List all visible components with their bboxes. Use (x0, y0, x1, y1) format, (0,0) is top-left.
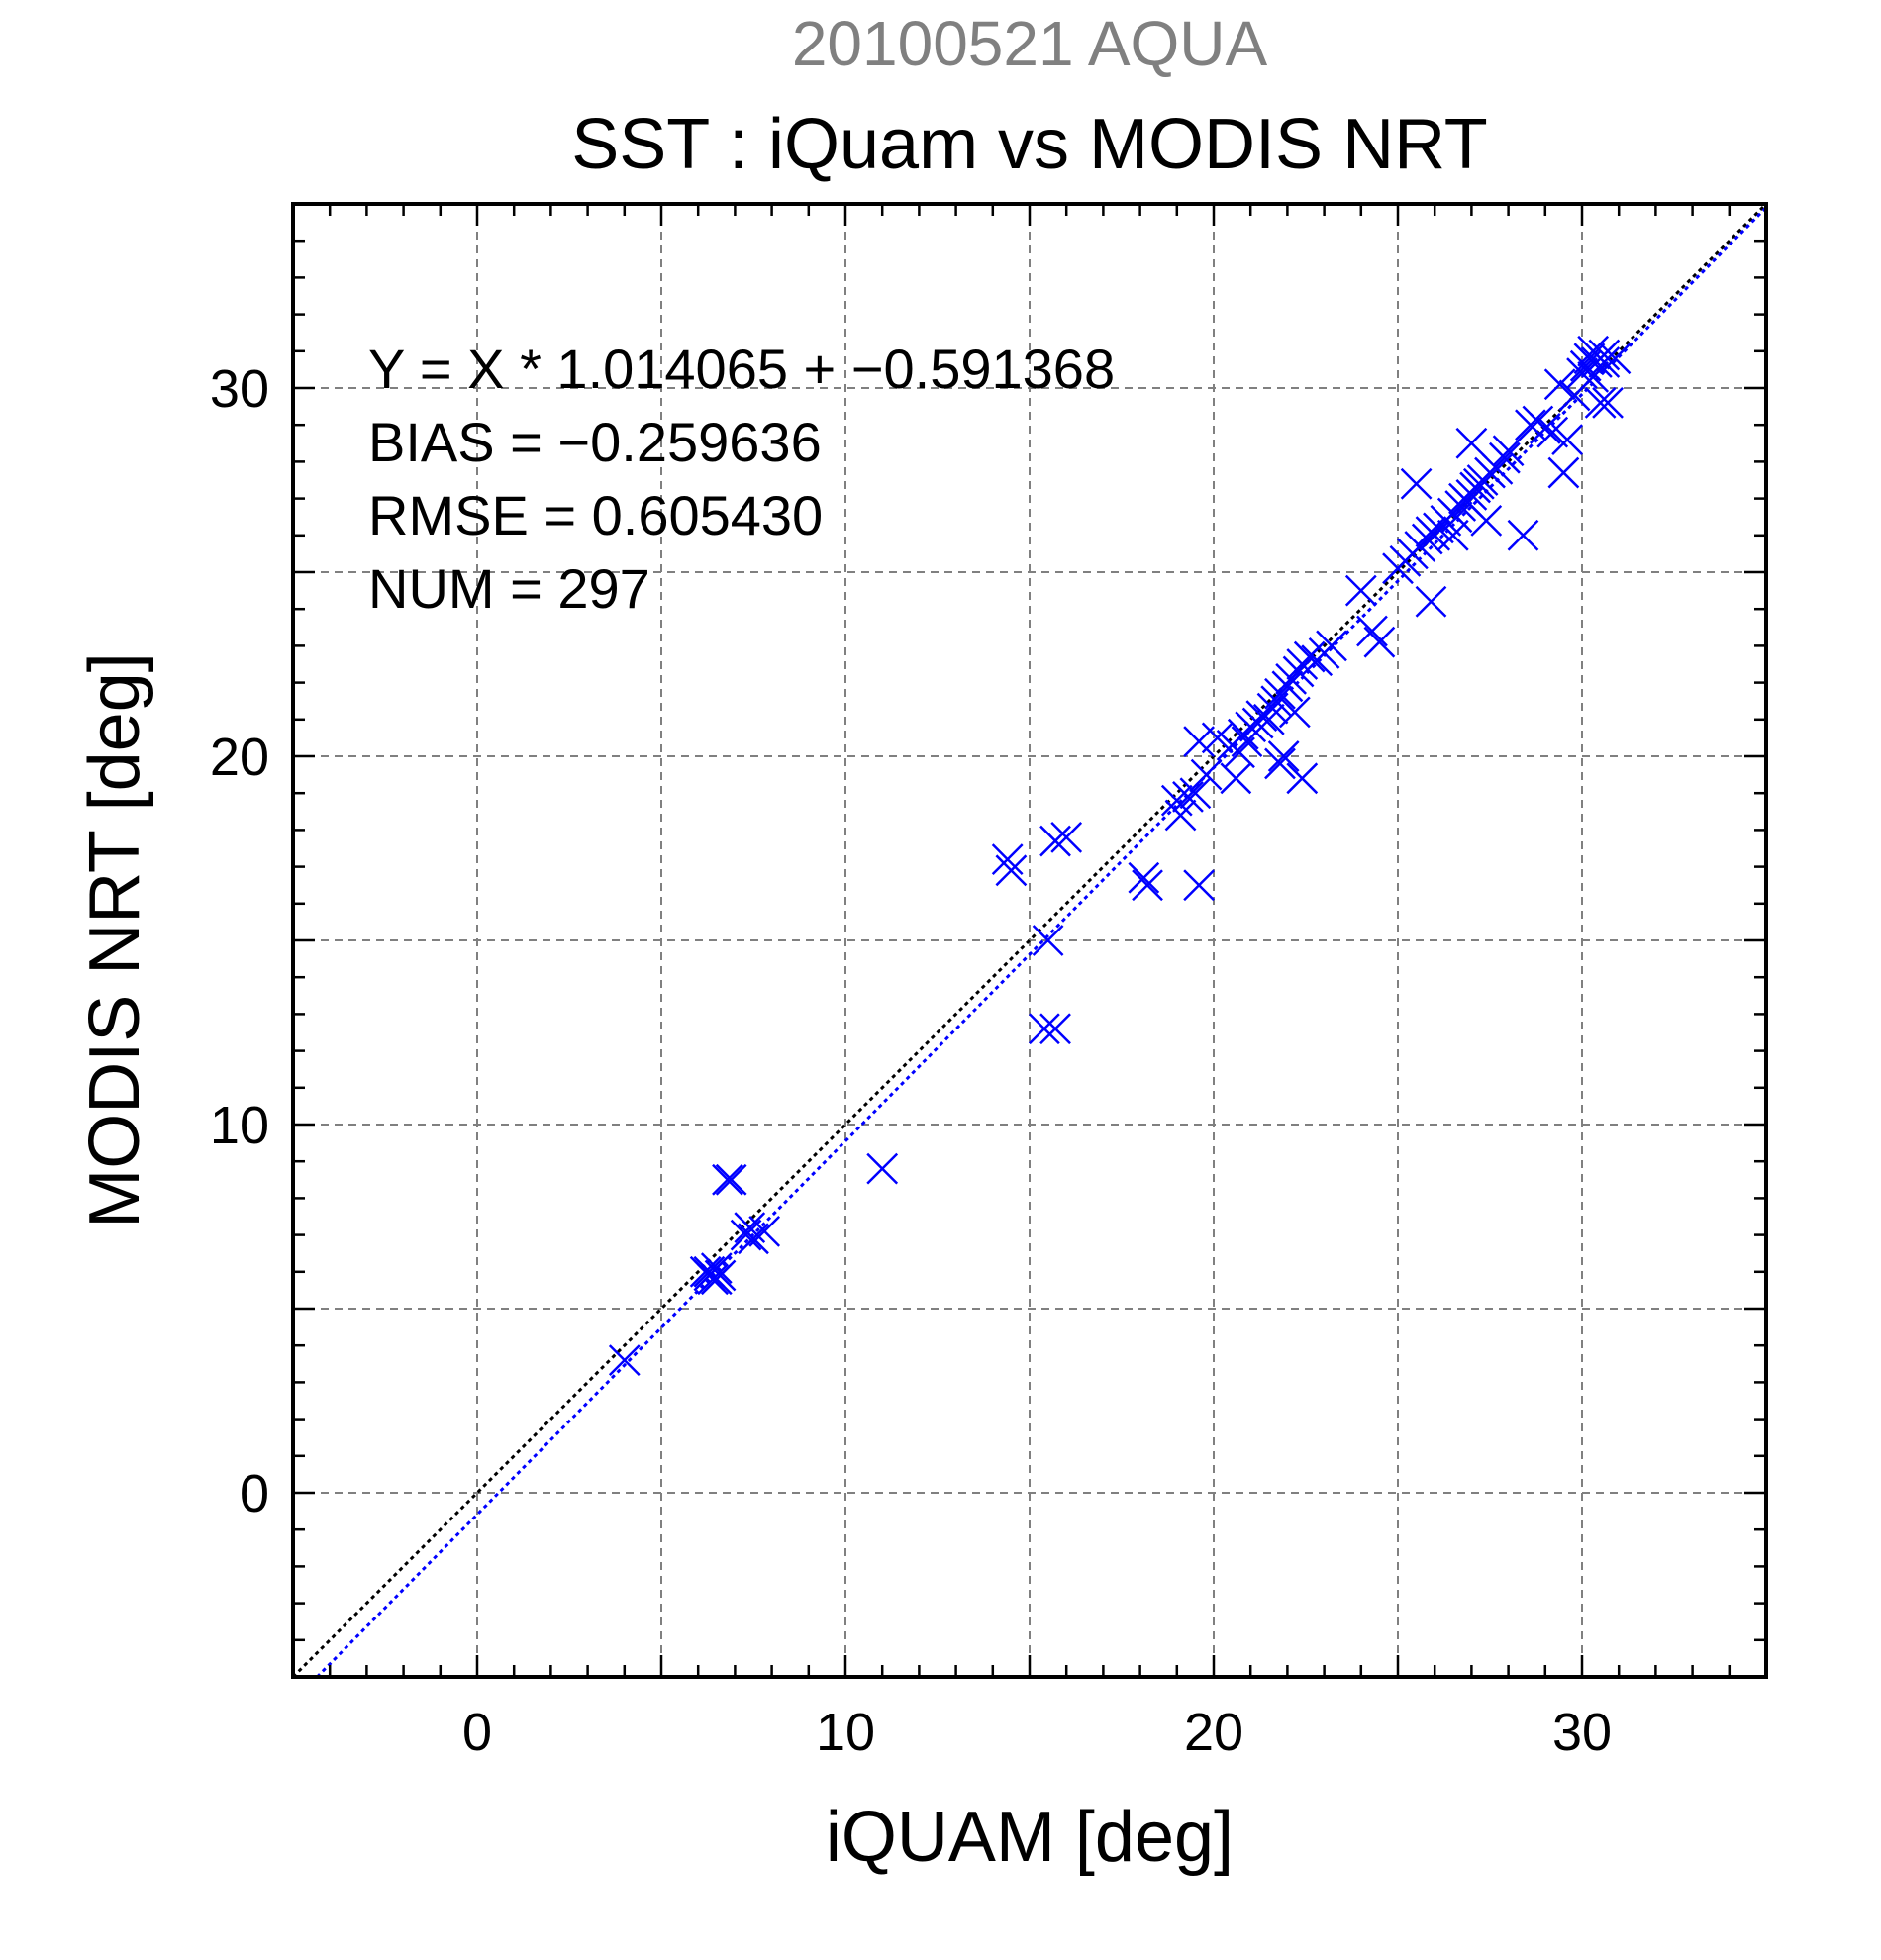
data-point (1267, 740, 1300, 772)
data-point (866, 1152, 899, 1185)
data-point (1128, 861, 1160, 894)
data-point (1547, 456, 1580, 489)
data-point (1172, 781, 1204, 813)
data-point (730, 1219, 762, 1251)
data-point (700, 1252, 733, 1284)
data-point (697, 1263, 729, 1296)
stats-num: NUM = 297 (368, 557, 650, 620)
y-axis-label: MODIS NRT [deg] (75, 652, 154, 1228)
data-point (1183, 869, 1216, 902)
x-tick-labels: 0 10 20 30 (462, 1703, 1612, 1762)
data-point (1599, 343, 1632, 375)
data-point (991, 843, 1024, 876)
data-point (1536, 416, 1569, 448)
data-points (608, 335, 1632, 1376)
data-point (1400, 467, 1433, 500)
data-point (715, 1163, 747, 1196)
y-tick-label: 10 (210, 1096, 269, 1155)
data-point (1028, 1013, 1060, 1045)
data-point (1278, 696, 1311, 729)
reference-lines (291, 202, 1768, 1679)
data-point (608, 1344, 641, 1376)
x-tick-label: 30 (1552, 1703, 1612, 1762)
data-point (700, 1263, 733, 1296)
stats-bias: BIAS = −0.259636 (368, 411, 822, 473)
y-tick-labels: 0 10 20 30 (210, 359, 269, 1523)
data-point (1551, 424, 1584, 455)
fit-line (316, 206, 1768, 1679)
x-tick-label: 0 (462, 1703, 492, 1762)
data-point (1252, 703, 1285, 735)
chart-title: SST : iQuam vs MODIS NRT (571, 105, 1488, 184)
data-point (1529, 413, 1561, 444)
data-point (1040, 825, 1071, 857)
data-point (1220, 762, 1252, 795)
data-point (1316, 630, 1347, 662)
data-point (1282, 655, 1315, 688)
y-tick-label: 0 (240, 1464, 269, 1523)
plot-frame (291, 202, 1768, 1679)
x-tick-label: 10 (816, 1703, 875, 1762)
data-point (1190, 758, 1223, 791)
data-point (1440, 501, 1473, 534)
data-point (1344, 574, 1377, 607)
data-point (1356, 615, 1388, 647)
data-point (1566, 357, 1598, 390)
data-point (1132, 869, 1163, 902)
data-point (1455, 427, 1488, 459)
data-point (712, 1163, 743, 1196)
data-point (995, 854, 1028, 887)
y-tick-label: 20 (210, 728, 269, 787)
data-point (1592, 386, 1624, 419)
data-point (1183, 726, 1216, 758)
data-point (1507, 519, 1539, 551)
data-point (1260, 685, 1293, 718)
data-point (1179, 777, 1212, 810)
data-point (1588, 346, 1621, 378)
stats-fit-equation: Y = X * 1.014065 + −0.591368 (368, 338, 1115, 400)
data-point (1032, 925, 1064, 956)
chart-supertitle: 20100521 AQUA (792, 8, 1268, 79)
data-point (1201, 722, 1234, 754)
data-point (1363, 626, 1396, 658)
data-point (1286, 762, 1319, 795)
data-point (1271, 670, 1304, 703)
data-point (1584, 386, 1617, 419)
grid-lines (293, 204, 1766, 1677)
data-point (1040, 1013, 1071, 1045)
data-point (1436, 519, 1469, 551)
x-axis-label: iQUAM [deg] (826, 1798, 1234, 1877)
data-point (734, 1212, 766, 1244)
identity-line (291, 202, 1768, 1679)
data-point (1588, 339, 1621, 371)
data-point (1577, 360, 1610, 393)
data-point (1492, 435, 1525, 467)
data-point (1543, 368, 1576, 401)
regression-stats: Y = X * 1.014065 + −0.591368 BIAS = −0.2… (368, 338, 1115, 620)
stats-rmse: RMSE = 0.605430 (368, 484, 823, 546)
x-tick-label: 20 (1184, 1703, 1243, 1762)
data-point (1264, 747, 1296, 780)
data-point (1488, 441, 1521, 474)
data-point (1050, 821, 1083, 853)
data-point (1164, 799, 1197, 832)
data-point (1415, 585, 1447, 618)
data-point (1470, 505, 1503, 537)
y-tick-label: 30 (210, 359, 269, 419)
